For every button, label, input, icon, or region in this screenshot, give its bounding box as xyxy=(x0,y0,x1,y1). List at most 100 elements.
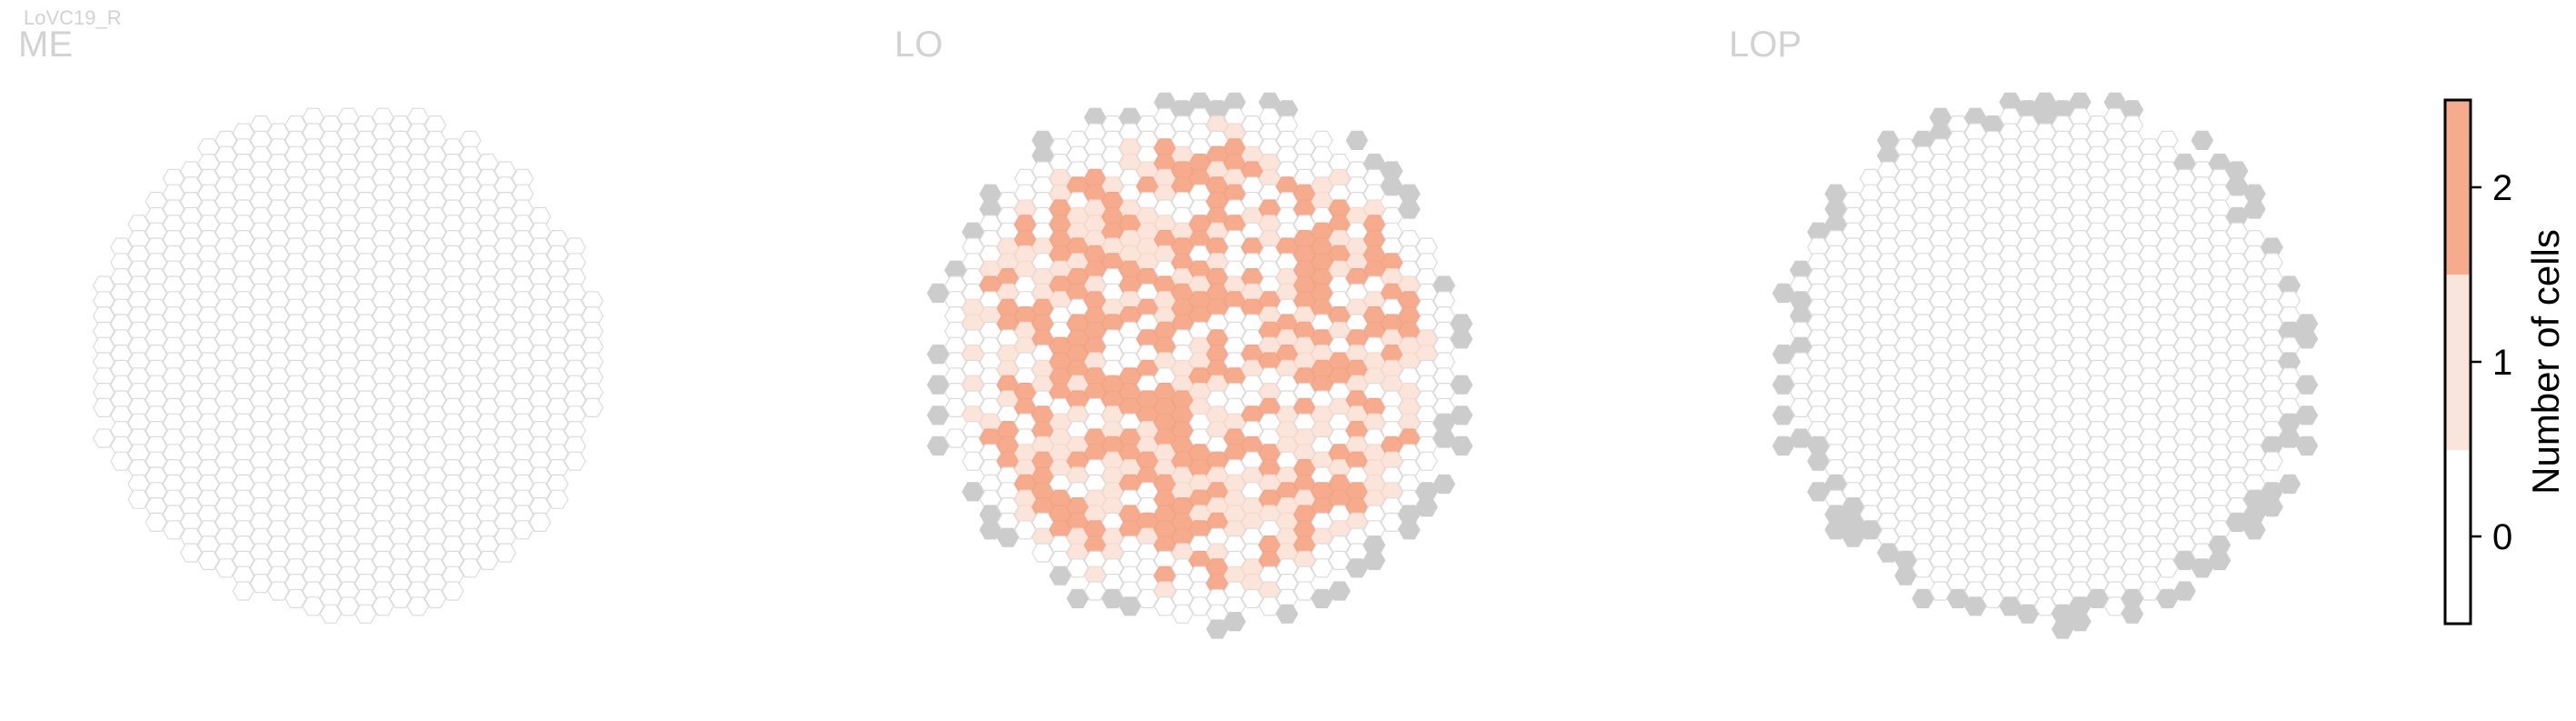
hex-cell xyxy=(145,512,168,533)
hex-cell xyxy=(197,550,220,571)
hex-cell-outside xyxy=(1859,520,1882,540)
hex-cell-outside xyxy=(2069,611,2092,632)
hex-cell-outside xyxy=(2295,375,2319,395)
hex-cell-outside xyxy=(1118,596,1142,616)
hex-cell xyxy=(962,451,984,471)
hex-cell xyxy=(441,581,464,601)
hex-cell-outside xyxy=(1433,428,1456,448)
hex-cell-outside xyxy=(1450,329,1473,349)
hex-cell-outside xyxy=(1789,428,1812,448)
hex-cell xyxy=(179,543,203,563)
hex-cell-outside xyxy=(1772,375,1795,395)
colorbar-band-2 xyxy=(2445,100,2471,275)
hex-cell xyxy=(249,573,273,594)
hex-cell-outside xyxy=(1049,566,1072,586)
panel-lo-hexes xyxy=(926,92,1473,639)
hex-cell-outside xyxy=(2295,406,2319,426)
hex-cell xyxy=(92,397,115,417)
hex-cell-outside xyxy=(2121,604,2144,624)
hex-cell-outside xyxy=(979,520,1002,540)
cell-type-label: LoVC19_R xyxy=(24,6,122,29)
hex-cell-outside xyxy=(2051,619,2074,639)
hex-cell-outside xyxy=(2278,428,2301,448)
hex-cell xyxy=(2156,558,2179,578)
hex-cell xyxy=(1328,550,1351,571)
hex-cell-outside xyxy=(1398,520,1421,540)
hex-cell xyxy=(354,604,377,624)
hex-cell xyxy=(1188,596,1212,616)
hex-cell-outside xyxy=(926,375,950,395)
hex-cell-outside xyxy=(2243,520,2266,540)
colorbar: 0 1 2 Number of cells xyxy=(2443,98,2567,626)
hex-cell-outside xyxy=(1415,496,1438,517)
hex-cell-outside xyxy=(2261,496,2283,517)
hex-cell-outside xyxy=(1223,611,1246,632)
colorbar-title: Number of cells xyxy=(2524,229,2567,495)
colorbar-tick-2: 2 xyxy=(2492,168,2512,208)
hex-cell-outside xyxy=(2208,550,2232,571)
hex-cell-outside xyxy=(2295,329,2319,349)
panel-lo-label: LO xyxy=(894,25,943,65)
hex-cell xyxy=(266,581,290,601)
hex-cell-outside xyxy=(926,436,950,456)
panel-me-hexes xyxy=(92,107,604,624)
hex-cell-outside xyxy=(1450,375,1473,395)
hex-cell xyxy=(372,596,394,616)
hex-cell-outside xyxy=(2156,588,2179,609)
panel-me: ME xyxy=(18,25,604,624)
hex-cell xyxy=(1912,558,1934,578)
hex-cell xyxy=(1153,596,1176,616)
hex-cell-outside xyxy=(1963,596,1987,616)
hex-cell-outside xyxy=(1345,130,1369,150)
hex-cell xyxy=(215,558,237,578)
hex-cell xyxy=(2138,581,2162,601)
hex-cell-outside xyxy=(1824,520,1847,540)
hex-cell xyxy=(1311,558,1333,578)
hex-cell-outside xyxy=(1380,176,1403,196)
hex-cell-outside xyxy=(1876,543,1900,563)
hex-cell-outside xyxy=(2016,604,2040,624)
hex-cell-outside xyxy=(1807,451,1830,471)
panel-lop-label: LOP xyxy=(1729,25,1802,65)
hex-cell-outside xyxy=(1772,436,1795,456)
hex-cell xyxy=(1171,604,1194,624)
hex-cell xyxy=(494,543,517,563)
hex-cell-outside xyxy=(1772,406,1795,426)
hex-cell xyxy=(2033,596,2057,616)
hex-cell xyxy=(389,588,412,609)
hex-cell-outside xyxy=(1772,283,1795,303)
hex-cell xyxy=(319,604,343,624)
hex-cell xyxy=(1415,451,1438,471)
hex-cell xyxy=(1982,588,2004,609)
hex-cell-outside xyxy=(926,283,950,303)
hex-cell xyxy=(511,520,534,540)
hex-cell xyxy=(1066,558,1089,578)
hex-cell-outside xyxy=(2173,581,2196,601)
hex-cell xyxy=(232,581,255,601)
hex-cell xyxy=(1380,512,1403,533)
hex-cell xyxy=(1789,397,1812,417)
hex-cell xyxy=(336,596,360,616)
hex-cell-outside xyxy=(1066,588,1089,609)
hex-cell-outside xyxy=(962,482,984,502)
hex-cell xyxy=(1031,543,1054,563)
hex-cell xyxy=(459,558,482,578)
hex-cell xyxy=(110,451,133,471)
hex-cell xyxy=(581,397,604,417)
hex-cell-outside xyxy=(1345,558,1369,578)
hex-cell xyxy=(1241,588,1263,609)
colorbar-band-0 xyxy=(2445,450,2471,624)
panel-lo: LO xyxy=(894,25,1473,639)
hex-cell-outside xyxy=(1101,588,1124,609)
hex-cell-outside xyxy=(996,527,1020,547)
hex-cell-outside xyxy=(2225,176,2249,196)
panel-lop-hexes xyxy=(1772,92,2319,639)
hex-cell-outside xyxy=(2191,558,2214,578)
hex-cell xyxy=(1258,596,1282,616)
hex-cell xyxy=(476,550,499,571)
hex-cell xyxy=(1013,520,1037,540)
hex-cell-outside xyxy=(2191,130,2214,150)
hex-cell xyxy=(546,489,569,509)
hex-cell xyxy=(2103,596,2127,616)
hex-cell-outside xyxy=(1842,527,1865,547)
